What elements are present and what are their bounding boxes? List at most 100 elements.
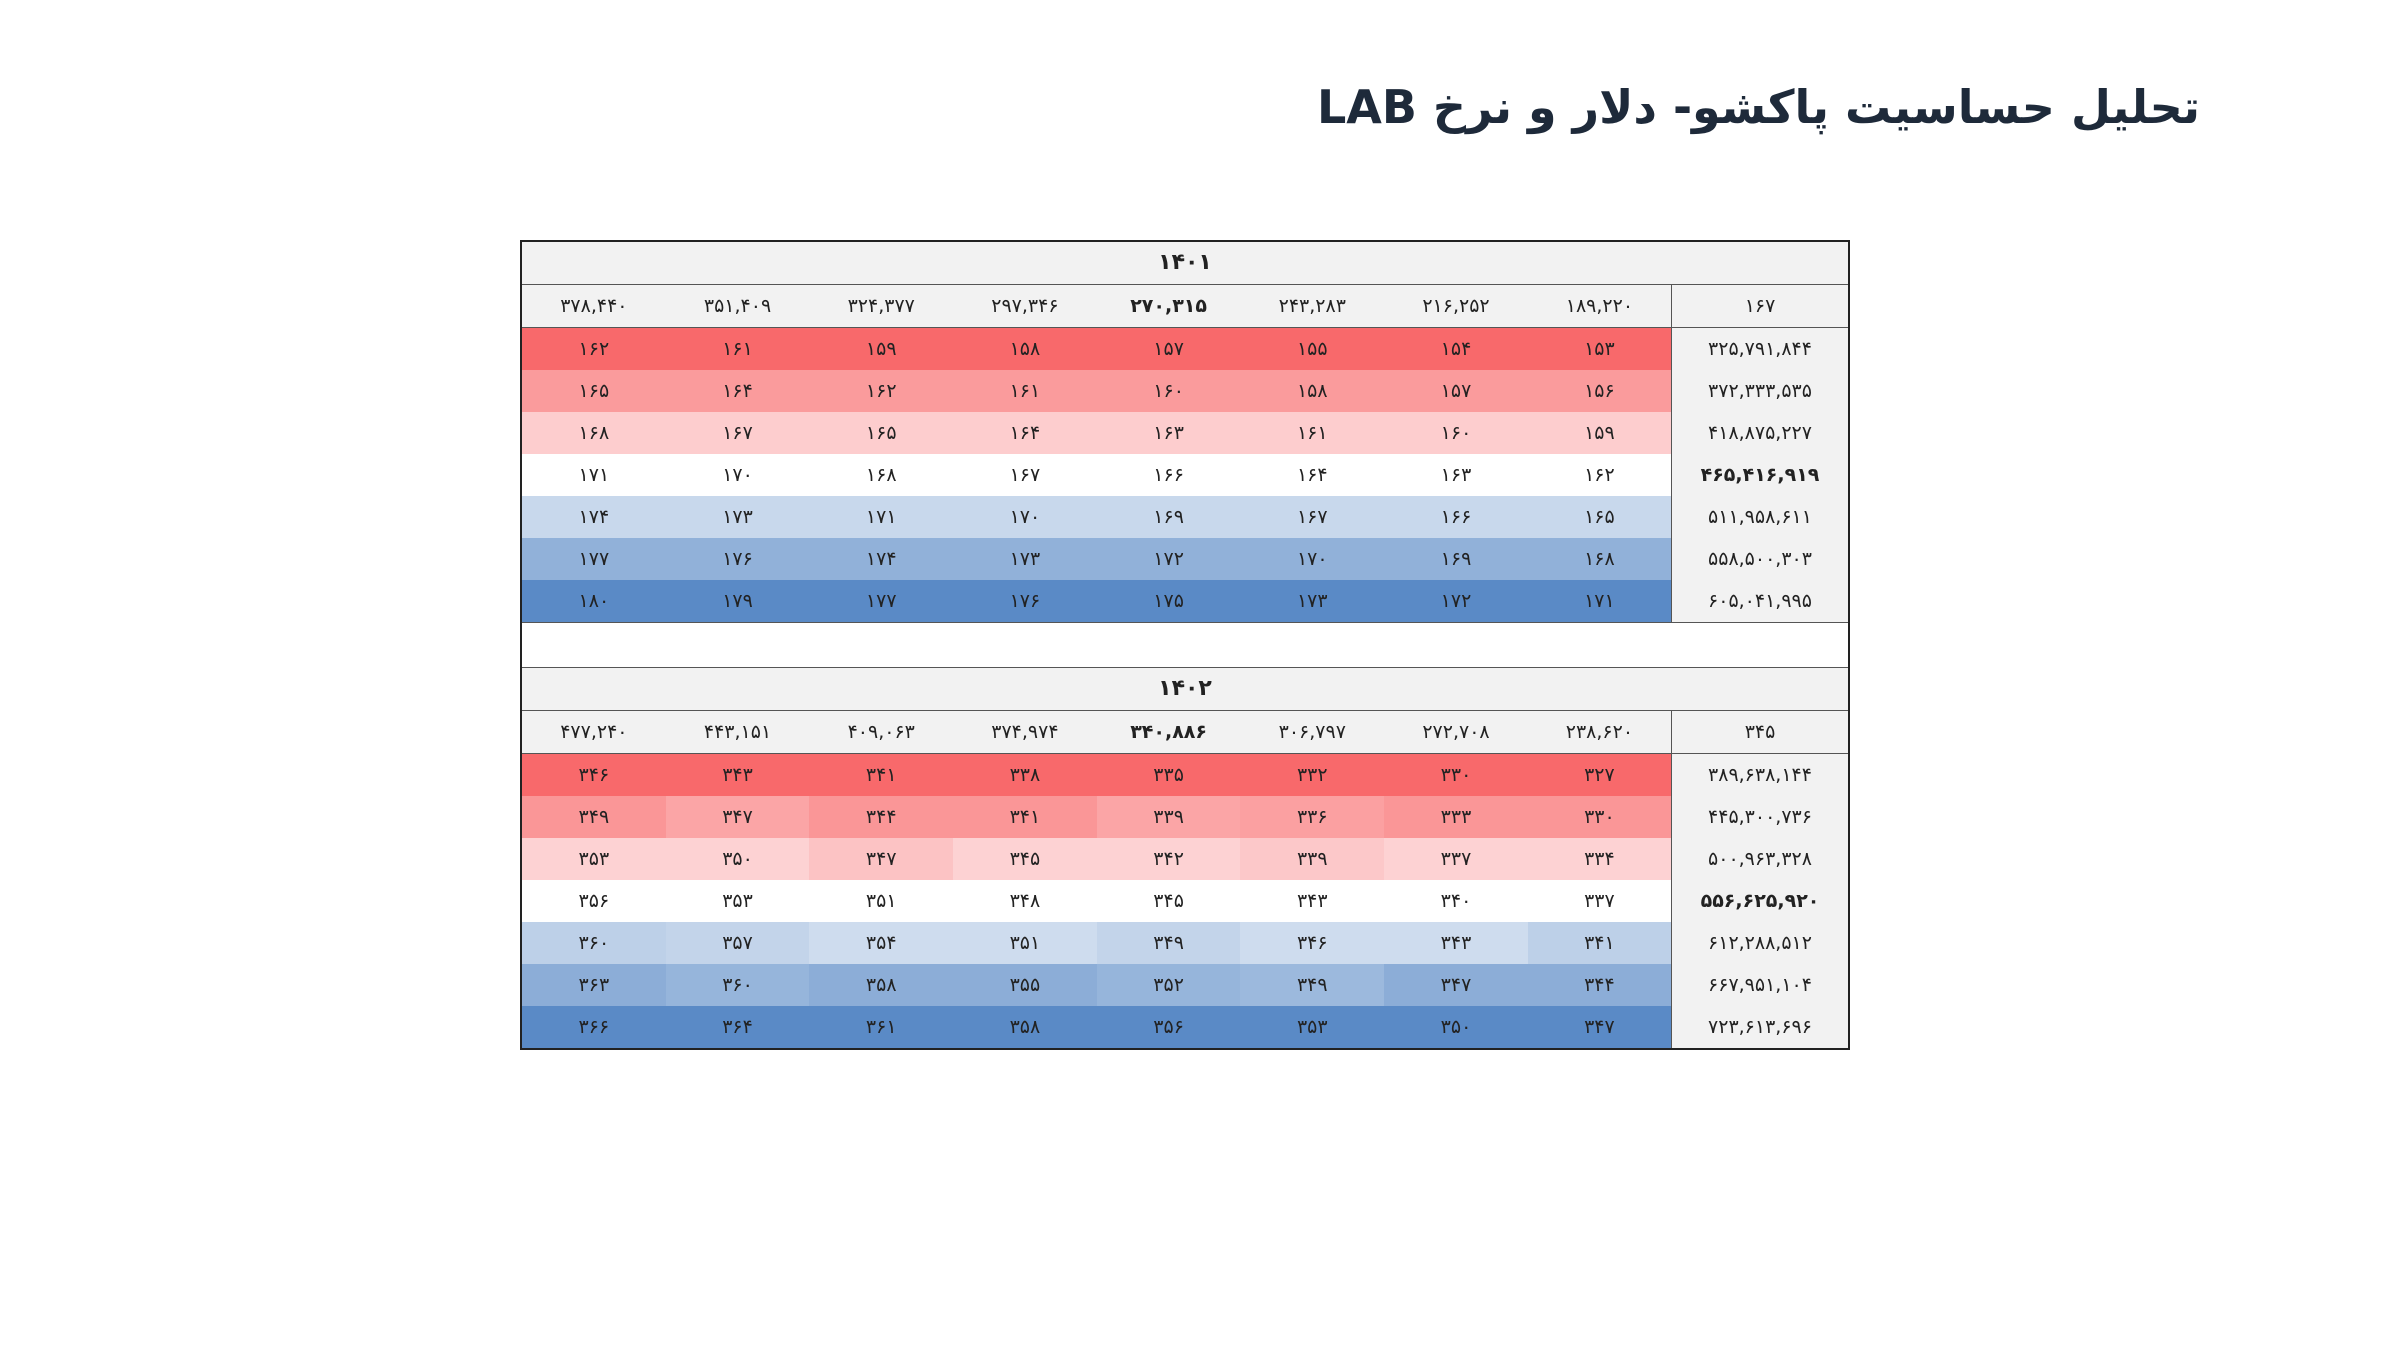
table-cell: ۱۶۳ <box>1096 412 1241 454</box>
table-cell: ۳۵۴ <box>809 922 954 964</box>
table-cell: ۱۶۶ <box>1384 496 1528 538</box>
table-cell: ۳۴۱ <box>809 753 954 796</box>
table-cell: ۱۶۷ <box>1240 496 1385 538</box>
table-cell: ۱۶۵ <box>522 370 666 412</box>
table-body: ۳۸۹,۶۳۸,۱۴۴ ۳۲۷ ۳۳۰ ۳۳۲ ۳۳۵ ۳۳۸ ۳۴۱ ۳۴۳ ۳۴۶ ۴۴۵,۳… <box>522 753 1848 1048</box>
table-cell: ۱۶۴ <box>665 370 810 412</box>
table-cell: ۳۴۷ <box>809 838 954 880</box>
table-cell: ۳۵۱ <box>809 880 954 922</box>
table-row: ۵۱۱,۹۵۸,۶۱۱ ۱۶۵ ۱۶۶ ۱۶۷ ۱۶۹ ۱۷۰ ۱۷۱ ۱۷۳ ۱۷۴ <box>522 496 1848 538</box>
table-cell: ۳۵۵ <box>953 964 1097 1006</box>
table-row: ۳۸۹,۶۳۸,۱۴۴ ۳۲۷ ۳۳۰ ۳۳۲ ۳۳۵ ۳۳۸ ۳۴۱ ۳۴۳ ۳۴۶ <box>522 753 1848 796</box>
table-block-1401: ۱۴۰۱ ۱۶۷ ۱۸۹,۲۲۰ ۲۱۶,۲۵۲ ۲۴۳,۲۸۳ ۲۷۰,۳۱۵… <box>522 242 1848 622</box>
table-cell: ۱۷۴ <box>809 538 954 580</box>
table-cell: ۱۵۷ <box>1096 327 1241 370</box>
table-cell: ۱۵۸ <box>1240 370 1385 412</box>
table-cell: ۳۴۵ <box>1096 880 1241 922</box>
row-header: ۴۴۵,۳۰۰,۷۳۶ <box>1671 796 1848 838</box>
table-cell: ۱۷۱ <box>809 496 954 538</box>
col-header: ۲۳۸,۶۲۰ <box>1527 711 1672 754</box>
table-cell: ۱۶۲ <box>809 370 954 412</box>
table-cell: ۱۷۳ <box>953 538 1097 580</box>
table-row: ۴۱۸,۸۷۵,۲۲۷ ۱۵۹ ۱۶۰ ۱۶۱ ۱۶۳ ۱۶۴ ۱۶۵ ۱۶۷ ۱۶۸ <box>522 412 1848 454</box>
table-cell: ۱۵۵ <box>1240 327 1385 370</box>
column-header-row: ۱۶۷ ۱۸۹,۲۲۰ ۲۱۶,۲۵۲ ۲۴۳,۲۸۳ ۲۷۰,۳۱۵ ۲۹۷,… <box>522 285 1848 328</box>
table-cell: ۱۷۴ <box>522 496 666 538</box>
table-cell: ۱۶۸ <box>809 454 954 496</box>
col-header: ۲۹۷,۳۴۶ <box>953 285 1097 328</box>
col-header: ۴۰۹,۰۶۳ <box>809 711 954 754</box>
table-cell: ۳۴۹ <box>522 796 666 838</box>
table-cell: ۳۴۷ <box>1384 964 1528 1006</box>
block-title: ۱۴۰۱ <box>522 242 1848 285</box>
table-cell: ۱۷۹ <box>665 580 810 622</box>
table-cell: ۳۵۰ <box>1384 1006 1528 1048</box>
table-cell: ۱۵۳ <box>1527 327 1672 370</box>
page-title: تحلیل حساسیت پاکشو- دلار و نرخ LAB <box>1316 80 2200 134</box>
table-cell: ۳۳۹ <box>1240 838 1385 880</box>
table-cell: ۳۳۷ <box>1527 880 1672 922</box>
col-header: ۳۲۴,۳۷۷ <box>809 285 954 328</box>
table-row: ۳۷۲,۳۳۳,۵۳۵ ۱۵۶ ۱۵۷ ۱۵۸ ۱۶۰ ۱۶۱ ۱۶۲ ۱۶۴ ۱۶۵ <box>522 370 1848 412</box>
table-cell: ۱۶۵ <box>809 412 954 454</box>
table-row: ۳۲۵,۷۹۱,۸۴۴ ۱۵۳ ۱۵۴ ۱۵۵ ۱۵۷ ۱۵۸ ۱۵۹ ۱۶۱ ۱۶۲ <box>522 327 1848 370</box>
row-header: ۵۵۸,۵۰۰,۳۰۳ <box>1671 538 1848 580</box>
table-cell: ۳۵۰ <box>665 838 810 880</box>
row-header: ۶۰۵,۰۴۱,۹۹۵ <box>1671 580 1848 622</box>
table-cell: ۳۴۷ <box>665 796 810 838</box>
table-separator <box>522 622 1848 668</box>
table-cell: ۳۳۰ <box>1384 753 1528 796</box>
table-cell: ۱۶۴ <box>1240 454 1385 496</box>
table-cell: ۱۷۱ <box>1527 580 1672 622</box>
row-header-base: ۴۶۵,۴۱۶,۹۱۹ <box>1671 454 1848 496</box>
table-cell: ۳۳۶ <box>1240 796 1385 838</box>
table-cell: ۳۶۴ <box>665 1006 810 1048</box>
table-cell: ۱۶۶ <box>1096 454 1241 496</box>
table-cell: ۱۷۱ <box>522 454 666 496</box>
table-cell: ۱۶۷ <box>665 412 810 454</box>
corner-cell: ۳۴۵ <box>1671 711 1848 754</box>
table-cell: ۳۳۴ <box>1527 838 1672 880</box>
row-header: ۶۱۲,۲۸۸,۵۱۲ <box>1671 922 1848 964</box>
table-cell: ۱۷۲ <box>1096 538 1241 580</box>
table-cell: ۳۵۳ <box>522 838 666 880</box>
table-cell: ۳۴۶ <box>522 753 666 796</box>
table-cell: ۳۵۶ <box>522 880 666 922</box>
table-cell: ۱۶۸ <box>1527 538 1672 580</box>
col-header: ۳۷۴,۹۷۴ <box>953 711 1097 754</box>
table-cell: ۳۶۰ <box>522 922 666 964</box>
table-cell: ۱۶۹ <box>1384 538 1528 580</box>
table-cell: ۳۳۲ <box>1240 753 1385 796</box>
table-cell: ۳۴۴ <box>1527 964 1672 1006</box>
row-header: ۳۸۹,۶۳۸,۱۴۴ <box>1671 753 1848 796</box>
table-cell: ۳۳۵ <box>1096 753 1241 796</box>
table-cell: ۱۷۰ <box>1240 538 1385 580</box>
table-cell: ۳۴۶ <box>1240 922 1385 964</box>
table-cell: ۱۷۲ <box>1384 580 1528 622</box>
table-cell: ۱۵۹ <box>1527 412 1672 454</box>
table-cell: ۳۴۷ <box>1527 1006 1672 1048</box>
block-title: ۱۴۰۲ <box>522 668 1848 711</box>
table-block-1402: ۱۴۰۲ ۳۴۵ ۲۳۸,۶۲۰ ۲۷۲,۷۰۸ ۳۰۶,۷۹۷ ۳۴۰,۸۸۶… <box>522 668 1848 1048</box>
table-cell: ۳۴۳ <box>665 753 810 796</box>
table-cell: ۳۴۹ <box>1096 922 1241 964</box>
table-cell: ۱۶۹ <box>1096 496 1241 538</box>
table-cell: ۳۴۲ <box>1096 838 1241 880</box>
table-cell: ۱۷۶ <box>665 538 810 580</box>
table-cell: ۱۶۳ <box>1384 454 1528 496</box>
table-cell: ۳۵۸ <box>809 964 954 1006</box>
row-header: ۳۲۵,۷۹۱,۸۴۴ <box>1671 327 1848 370</box>
table-cell: ۱۶۸ <box>522 412 666 454</box>
table-cell: ۱۶۱ <box>1240 412 1385 454</box>
col-header: ۲۷۲,۷۰۸ <box>1384 711 1528 754</box>
sensitivity-table: ۳۴۵ ۲۳۸,۶۲۰ ۲۷۲,۷۰۸ ۳۰۶,۷۹۷ ۳۴۰,۸۸۶ ۳۷۴,… <box>522 711 1848 1048</box>
table-cell: ۳۳۷ <box>1384 838 1528 880</box>
table-row: ۶۱۲,۲۸۸,۵۱۲ ۳۴۱ ۳۴۳ ۳۴۶ ۳۴۹ ۳۵۱ ۳۵۴ ۳۵۷ ۳۶۰ <box>522 922 1848 964</box>
table-cell: ۱۶۲ <box>1527 454 1672 496</box>
table-cell: ۱۶۲ <box>522 327 666 370</box>
table-cell: ۱۷۰ <box>665 454 810 496</box>
table-row: ۴۴۵,۳۰۰,۷۳۶ ۳۳۰ ۳۳۳ ۳۳۶ ۳۳۹ ۳۴۱ ۳۴۴ ۳۴۷ ۳۴۹ <box>522 796 1848 838</box>
table-cell: ۳۵۱ <box>953 922 1097 964</box>
col-header: ۱۸۹,۲۲۰ <box>1527 285 1672 328</box>
col-header: ۳۷۸,۴۴۰ <box>522 285 666 328</box>
